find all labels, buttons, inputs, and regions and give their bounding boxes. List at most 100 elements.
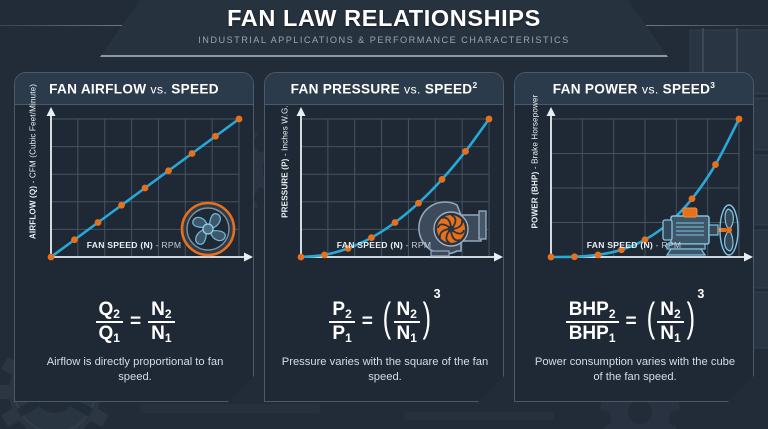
panel-fan-pressure: FAN PRESSURE vs. SPEED2 PRESSURE (P) - I… (264, 72, 504, 402)
formula-parenthesized-group: ( N2 N1 ) 3 (380, 300, 441, 344)
formula-right-fraction: N2 N1 (394, 300, 420, 344)
title-banner (100, 0, 668, 57)
formula-exponent: 3 (433, 287, 441, 302)
panel-title-exponent: 3 (710, 80, 716, 91)
panel-title-vs: vs. (150, 82, 168, 97)
ln-sub: 2 (608, 307, 616, 322)
fraction-bar (566, 321, 619, 323)
electric-motor-fan-icon (657, 203, 741, 259)
x-axis-label-light: - RPM (153, 240, 182, 250)
fraction-bar (148, 321, 174, 323)
centrifugal-blower-icon (417, 197, 489, 259)
formula-operator: = (129, 311, 142, 332)
formula-right-numerator: N2 (148, 300, 174, 321)
x-axis-label-bold: FAN SPEED (N) (336, 240, 404, 250)
fraction-bar (329, 321, 354, 323)
panel-header: FAN PRESSURE vs. SPEED2 (265, 73, 503, 105)
formula-left-numerator: Q2 (96, 300, 123, 321)
formula-left-fraction: Q2 Q1 (96, 300, 123, 344)
formula-left-denominator: P1 (329, 323, 354, 344)
panel-title-main: FAN AIRFLOW (49, 81, 147, 97)
chart-plot-area (515, 105, 754, 290)
formula-right-numerator: N2 (657, 300, 683, 321)
paren-left: ( (382, 294, 391, 341)
ld-sub: 1 (113, 331, 120, 346)
ld-sym: Q (98, 323, 114, 345)
formula-parenthesized-group: ( N2 N1 ) 3 (644, 300, 705, 344)
ld-sym: BHP (568, 323, 609, 345)
rn-sym: N (396, 299, 411, 321)
page-subtitle: INDUSTRIAL APPLICATIONS & PERFORMANCE CH… (198, 35, 570, 45)
chart-power: POWER (BHP) - Brake Horsepower (515, 105, 754, 290)
formula-airflow: Q2 Q1 = N2 N1 (15, 291, 254, 353)
formula-right-numerator: N2 (394, 300, 420, 321)
panel-caption: Pressure varies with the square of the f… (281, 356, 489, 383)
rd-sub: 1 (410, 331, 417, 346)
panel-title: FAN POWER vs. SPEED3 (553, 80, 715, 97)
chart-pressure: PRESSURE (P) - Inches W.G. (265, 105, 504, 290)
rd-sub: 1 (164, 331, 172, 346)
formula-right-denominator: N1 (657, 323, 683, 344)
rd-sym: N (151, 323, 165, 345)
formula-left-denominator: Q1 (96, 323, 123, 344)
rn-sub: 2 (164, 307, 172, 322)
formula-operator: = (361, 311, 373, 332)
rd-sym: N (396, 323, 411, 345)
formula-right-denominator: N1 (394, 323, 420, 344)
x-axis-label-power: FAN SPEED (N) - RPM (514, 240, 754, 250)
panel-caption: Power consumption varies with the cube o… (534, 356, 736, 383)
formula-right-fraction: N2 N1 (657, 300, 683, 344)
fraction-bar (657, 321, 683, 323)
formula-power: BHP2 BHP1 = ( N2 N1 ) 3 (515, 291, 754, 353)
panel-title-tail: SPEED (662, 81, 711, 97)
panel-title-main: FAN PRESSURE (290, 81, 400, 97)
ln-sym: BHP (568, 299, 609, 321)
panel-title-exponent: 2 (472, 80, 478, 91)
ln-sym: P (332, 299, 346, 321)
page-title: FAN LAW RELATIONSHIPS (227, 5, 541, 31)
rd-sub: 1 (674, 331, 681, 346)
formula-pressure: P2 P1 = ( N2 N1 ) 3 (265, 291, 504, 353)
formula-left-numerator: BHP2 (566, 300, 619, 321)
rn-sub: 2 (410, 307, 417, 322)
ln-sym: Q (98, 299, 114, 321)
x-axis-label-pressure: FAN SPEED (N) - RPM (264, 240, 504, 250)
rn-sym: N (151, 299, 165, 321)
formula-left-fraction: BHP2 BHP1 (566, 300, 619, 344)
formula-right-fraction: N2 N1 (148, 300, 174, 344)
ld-sub: 1 (345, 331, 352, 346)
axial-fan-icon (179, 200, 237, 258)
rn-sym: N (660, 299, 674, 321)
x-axis-label-airflow: FAN SPEED (N) - RPM (14, 240, 254, 250)
fraction-bar (394, 321, 420, 323)
chart-airflow: AIRFLOW (Q) - CFM (Cubic Feet/Minute) (15, 105, 254, 290)
formula-left-numerator: P2 (329, 300, 354, 321)
panel-fan-power: FAN POWER vs. SPEED3 POWER (BHP) - Brake… (514, 72, 754, 402)
fraction-bar (96, 321, 123, 323)
paren-right: ) (686, 294, 695, 341)
panel-title-vs: vs. (641, 82, 659, 97)
x-axis-label-light: - RPM (403, 240, 432, 250)
panel-fan-airflow: FAN AIRFLOW vs. SPEED AIRFLOW (Q) - CFM … (14, 72, 254, 402)
chart-plot-area (15, 105, 254, 290)
panel-title-tail: SPEED (171, 81, 219, 97)
panel-title: FAN AIRFLOW vs. SPEED (49, 80, 219, 97)
panel-title-main: FAN POWER (552, 81, 638, 97)
ln-sub: 2 (345, 307, 352, 322)
paren-left: ( (646, 294, 655, 341)
x-axis-label-bold: FAN SPEED (N) (586, 240, 654, 250)
formula-right-denominator: N1 (148, 323, 174, 344)
ln-sub: 2 (113, 307, 120, 322)
ld-sym: P (332, 323, 346, 345)
x-axis-label-bold: FAN SPEED (N) (86, 240, 154, 250)
rn-sub: 2 (674, 307, 681, 322)
formula-left-denominator: BHP1 (566, 323, 619, 344)
x-axis-label-light: - RPM (653, 240, 682, 250)
panel-title-vs: vs. (404, 82, 421, 97)
ld-sub: 1 (608, 331, 616, 346)
panel-header: FAN AIRFLOW vs. SPEED (15, 73, 253, 105)
panel-header: FAN POWER vs. SPEED3 (515, 73, 753, 105)
formula-operator: = (625, 311, 637, 332)
paren-right: ) (422, 294, 432, 341)
formula-exponent: 3 (697, 287, 705, 302)
